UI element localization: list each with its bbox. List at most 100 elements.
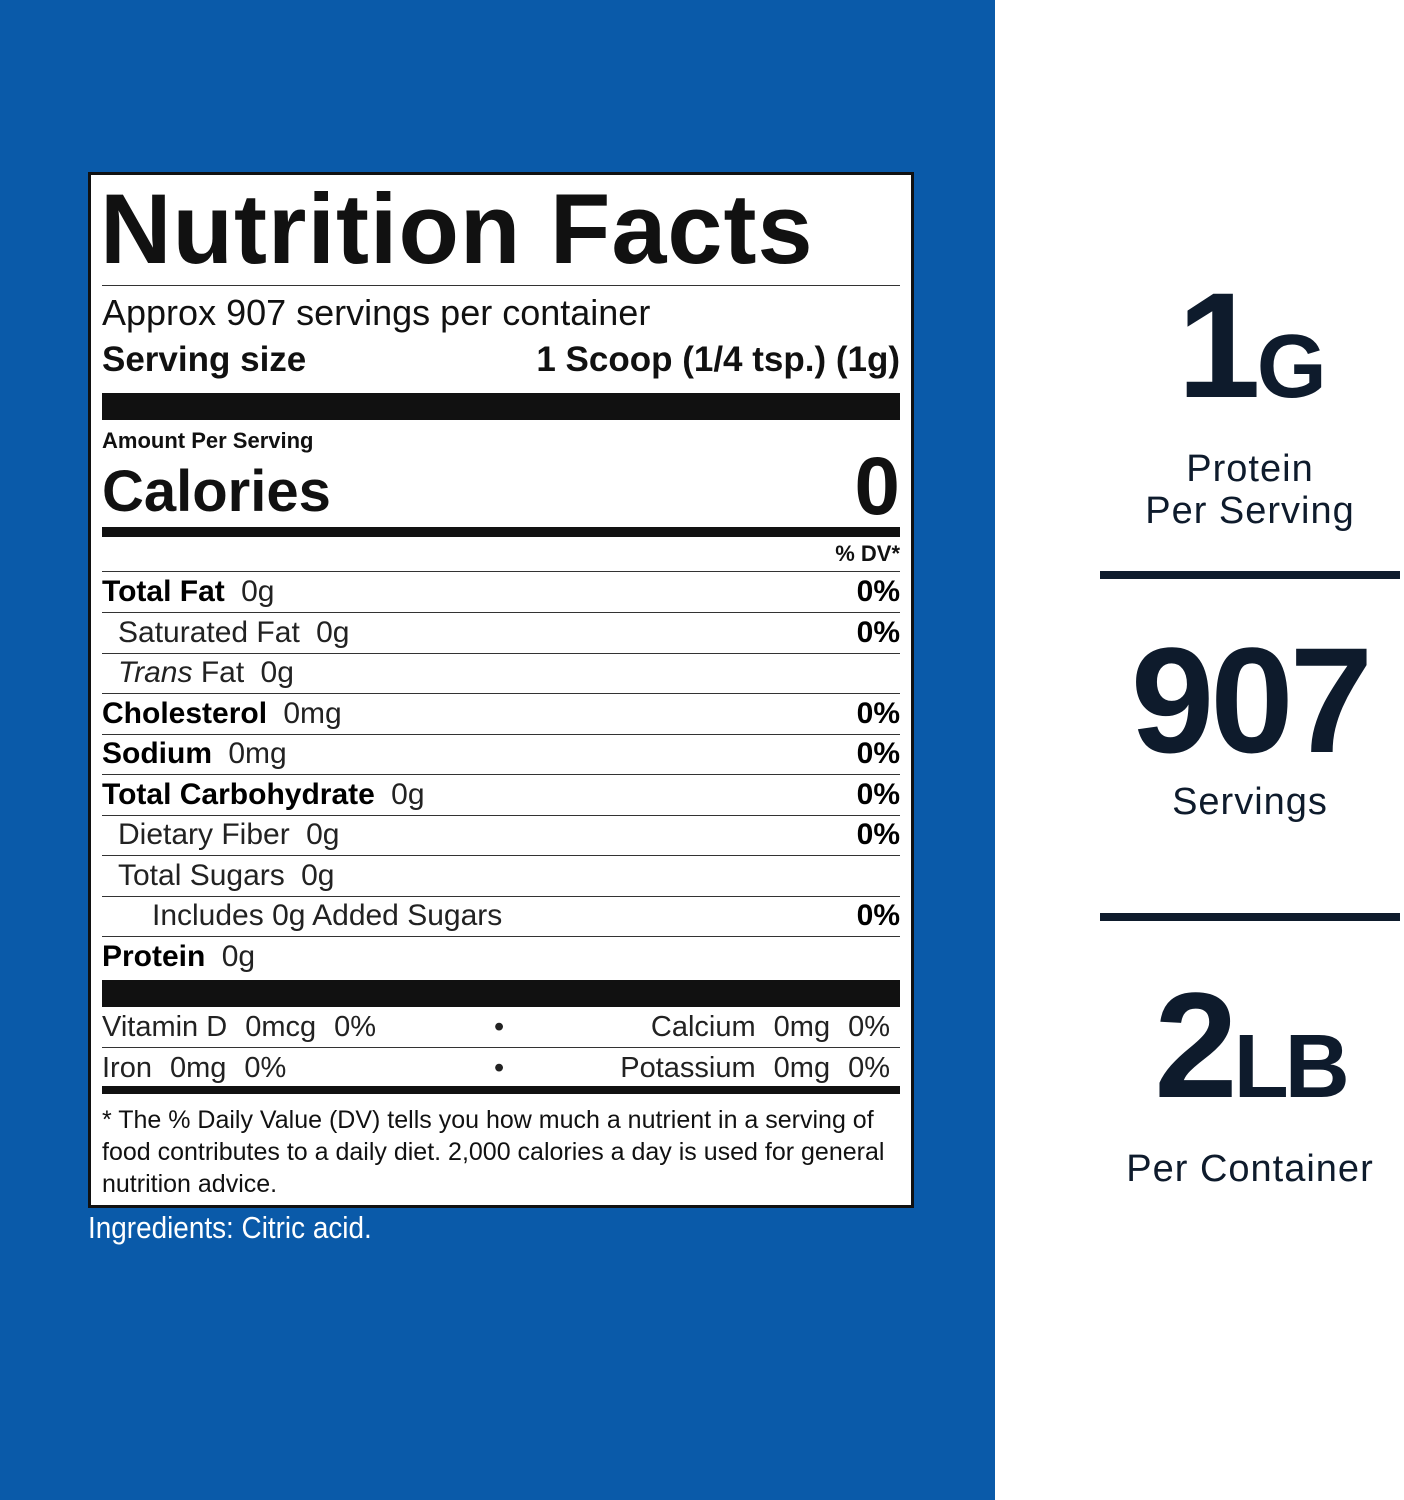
nutrient-amount: 0g [306, 818, 340, 851]
vitamin-dv: 0% [334, 1011, 377, 1043]
space [285, 859, 293, 892]
nutrient-left: Includes 0g Added Sugars [152, 896, 502, 936]
nutrient-left: Cholesterol 0mg [102, 694, 342, 734]
vitamin-name: Vitamin D [102, 1011, 228, 1043]
nutrient-name: Includes 0g Added Sugars [152, 899, 503, 932]
vitamin-name: Iron [102, 1052, 152, 1084]
nutrient-amount: 0g [301, 858, 335, 892]
bullet: • [494, 1052, 505, 1084]
nutrient-row: Total Fat 0g 0% [102, 572, 900, 613]
servings: Approx 907 servings per container [102, 292, 651, 333]
rule [102, 285, 900, 286]
space [267, 697, 275, 730]
divider [1100, 913, 1400, 921]
stat: 2LB Per Container [1100, 970, 1400, 1190]
bar [102, 527, 900, 537]
nutrient-row: Total Carbohydrate 0g 0% [102, 775, 900, 816]
vitamin-dv: 0% [244, 1052, 287, 1084]
space [205, 940, 213, 973]
nutrient-left: Dietary Fiber 0g [118, 815, 339, 855]
stat: 1G Protein Per Serving [1100, 270, 1400, 532]
nutrient-left: Sodium 0mg [102, 734, 287, 774]
dv-header: % DV* [835, 541, 900, 566]
stat-number: 2LB [1100, 970, 1400, 1142]
nutrient-left: Saturated Fat 0g [118, 613, 350, 653]
nutrient-left: Total Fat 0g [102, 572, 275, 612]
vitamin: Potassium 0mg 0% [620, 1048, 890, 1088]
vitamin-row: Vitamin D 0mcg 0% Calcium 0mg 0% • [102, 1007, 900, 1048]
space [300, 616, 308, 649]
bullet: • [494, 1011, 505, 1043]
serving-size-value: 1 Scoop (1/4 tsp.) (1g) [536, 340, 900, 379]
vitamin-amount: 0mg [169, 1052, 227, 1084]
space [212, 737, 220, 770]
vitamin-name: Calcium [650, 1011, 756, 1043]
stat: 907 Servings [1100, 625, 1400, 823]
nutrient-row: Dietary Fiber 0g 0% [102, 815, 900, 856]
stat-caption: Per Container [1126, 1148, 1374, 1190]
nutrient-amount: 0g [221, 939, 256, 973]
vitamin-dv: 0% [848, 1052, 890, 1084]
nutrient-name: Fat [200, 656, 245, 689]
nutrient-name: Total Fat [102, 575, 225, 608]
thick-bar [102, 980, 900, 1007]
nutrient-amount: 0mg [228, 737, 287, 770]
vitamin-dv: 0% [848, 1011, 890, 1043]
divider [1100, 571, 1400, 579]
stat-value: 1 [1177, 261, 1260, 429]
stat-caption: Servings [1172, 781, 1328, 823]
nutrient-name: Total Sugars [118, 858, 285, 892]
vitamin-name: Potassium [620, 1052, 756, 1084]
space [375, 778, 383, 811]
space [244, 656, 252, 689]
amount-per-serving: Amount Per Serving [102, 428, 314, 453]
nutrient-name: Protein [102, 939, 206, 973]
nutrient-left: Total Sugars 0g [118, 856, 334, 896]
nutrient-left: Trans Fat 0g [118, 653, 294, 693]
nutrient-dv: 0% [856, 575, 900, 608]
nutrient-row: Protein 0g [102, 937, 900, 977]
vitamin: Calcium 0mg 0% [651, 1007, 890, 1047]
nutrient-row: Saturated Fat 0g 0% [102, 613, 900, 654]
nutrient-name: Saturated Fat [118, 615, 300, 649]
nutrient-name: Cholesterol [102, 696, 268, 730]
nutrient-dv: 0% [856, 737, 900, 770]
serving-size-label: Serving size [102, 340, 307, 379]
space [225, 575, 233, 608]
nutrient-left: Total Carbohydrate 0g [102, 775, 425, 815]
nutrient-amount: 0g [260, 656, 294, 689]
vitamin: Vitamin D 0mcg 0% [102, 1007, 376, 1047]
stat-unit: G [1256, 317, 1327, 417]
vitamin-row: Iron 0mg 0% Potassium 0mg 0% • [102, 1048, 900, 1088]
nutrient-dv: 0% [856, 696, 900, 730]
space [290, 818, 298, 851]
vitamin-amount: 0mcg [245, 1011, 317, 1043]
stat-caption: Protein [1186, 448, 1314, 490]
stat-value: 2 [1154, 961, 1237, 1129]
title: Nutrition Facts [100, 173, 814, 284]
nutrient-row: Total Sugars 0g [102, 856, 900, 897]
rule [102, 571, 900, 572]
label-box [88, 172, 914, 1208]
nutrient-row: Includes 0g Added Sugars 0% [102, 896, 900, 937]
nutrient-name: Sodium [102, 737, 212, 770]
stat-unit: LB [1233, 1017, 1350, 1117]
nutrient-left: Protein 0g [102, 937, 255, 977]
calories-label: Calories [102, 459, 331, 524]
stat-value: 907 [1130, 616, 1373, 784]
ingredients: Ingredients: Citric acid. [88, 1210, 372, 1245]
space [192, 656, 200, 689]
calories-value: 0 [854, 441, 900, 532]
stat-number: 1G [1100, 270, 1400, 442]
nutrient-italic: Trans [118, 656, 193, 689]
nutrient-name: Total Carbohydrate [102, 777, 375, 811]
nutrient-amount: 0g [316, 615, 350, 649]
nutrient-amount: 0g [391, 777, 425, 811]
nutrient-amount: 0mg [283, 696, 342, 730]
nutrient-amount: 0g [241, 575, 275, 608]
nutrient-dv: 0% [856, 899, 900, 932]
nutrient-row: Cholesterol 0mg 0% [102, 694, 900, 735]
nutrient-dv: 0% [856, 615, 900, 649]
nutrient-row: Trans Fat 0g [102, 653, 900, 694]
